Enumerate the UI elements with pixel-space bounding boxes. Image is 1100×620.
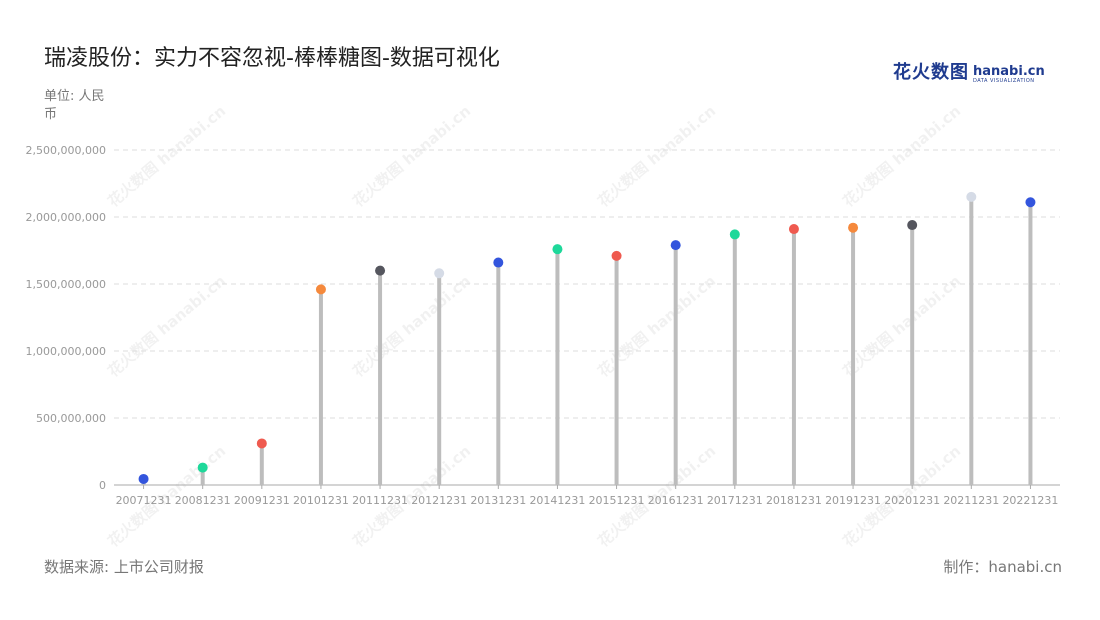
lollipop-dot [552, 244, 563, 255]
lollipop-dot [966, 191, 977, 202]
logo-main-text: 花火数图 [893, 62, 969, 83]
x-tick-label: 20111231 [352, 494, 408, 507]
watermark-layer: 花火数图 hanabi.cn 花火数图 hanabi.cn 花火数图 hanabi.… [104, 102, 964, 551]
watermark: 花火数图 hanabi.cn [104, 102, 229, 211]
chart-marks [138, 191, 1036, 485]
lollipop-dot [848, 222, 859, 233]
lollipop-dot [493, 257, 504, 268]
lollipop-dot [375, 265, 386, 276]
lollipop-dot [1025, 197, 1036, 208]
watermark: 花火数图 hanabi.cn [349, 102, 474, 211]
logo-domain-text: hanabi.cn [973, 64, 1045, 79]
watermark: 花火数图 hanabi.cn [594, 102, 719, 211]
lollipop-dot [788, 224, 799, 235]
x-tick-label: 20161231 [648, 494, 704, 507]
lollipop-dot [611, 250, 622, 261]
x-tick-label: 20201231 [884, 494, 940, 507]
x-axis: 20071231 20081231 20091231 20101231 20111231… [114, 484, 1060, 507]
watermark: 花火数图 hanabi.cn [594, 272, 719, 381]
x-tick-label: 20211231 [943, 494, 999, 507]
x-tick-label: 20141231 [529, 494, 585, 507]
x-tick-label: 20191231 [825, 494, 881, 507]
unit-label: 单位: 人民币 [44, 89, 105, 122]
hanabi-logo: 花火数图 hanabi.cn DATA VISUALIZATION [893, 60, 1045, 84]
lollipop-dot [729, 229, 740, 240]
x-tick-label: 20081231 [175, 494, 231, 507]
y-tick-label: 2,500,000,000 [26, 144, 106, 157]
data-source-note: 数据来源: 上市公司财报 [44, 558, 204, 576]
watermark: 花火数图 hanabi.cn [839, 102, 964, 211]
lollipop-dot [197, 462, 208, 473]
lollipop-dot [907, 220, 918, 231]
y-tick-label: 1,500,000,000 [26, 278, 106, 291]
x-tick-label: 20171231 [707, 494, 763, 507]
x-tick-label: 20071231 [116, 494, 172, 507]
x-tick-label: 20121231 [411, 494, 467, 507]
grid-lines [114, 149, 1060, 419]
y-tick-label: 0 [99, 479, 106, 492]
lollipop-dot [434, 268, 445, 279]
watermark: 花火数图 hanabi.cn [104, 272, 229, 381]
lollipop-dot [256, 438, 267, 449]
lollipop-dot [315, 284, 326, 295]
watermark: 花火数图 hanabi.cn [839, 272, 964, 381]
x-tick-label: 20221231 [1002, 494, 1058, 507]
x-tick-label: 20101231 [293, 494, 349, 507]
y-axis: 0 500,000,000 1,000,000,000 1,500,000,000 2,… [26, 144, 106, 492]
lollipop-dot [670, 240, 681, 251]
watermark: 花火数图 hanabi.cn [349, 272, 474, 381]
lollipop-dot [138, 473, 149, 484]
y-tick-label: 1,000,000,000 [26, 345, 106, 358]
logo-sub-text: DATA VISUALIZATION [973, 78, 1035, 84]
y-tick-label: 2,000,000,000 [26, 211, 106, 224]
x-tick-label: 20151231 [589, 494, 645, 507]
x-tick-label: 20131231 [470, 494, 526, 507]
credit-note: 制作：hanabi.cn [943, 558, 1062, 576]
chart-title: 瑞凌股份：实力不容忽视-棒棒糖图-数据可视化 [44, 46, 500, 71]
y-tick-label: 500,000,000 [36, 412, 106, 425]
x-tick-label: 20091231 [234, 494, 290, 507]
x-tick-label: 20181231 [766, 494, 822, 507]
